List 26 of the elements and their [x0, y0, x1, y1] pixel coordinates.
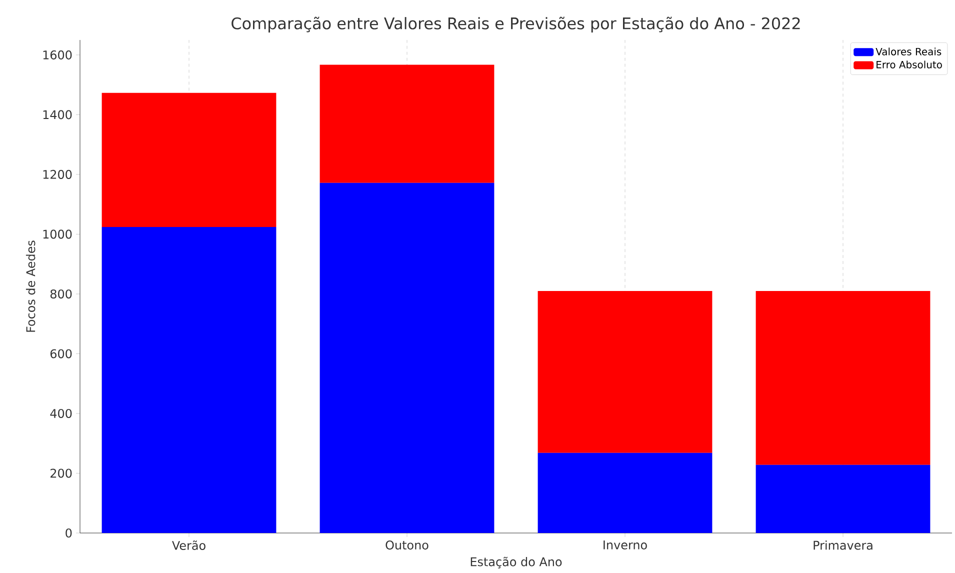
- bar: [756, 290, 930, 465]
- y-tick-label: 200: [50, 468, 72, 478]
- y-tick-label: 0: [66, 528, 72, 538]
- legend-label: Valores Reais: [876, 48, 942, 56]
- x-tick-label: Verão: [172, 540, 206, 550]
- bar: [538, 452, 712, 533]
- legend-label: Erro Absoluto: [876, 60, 942, 68]
- y-tick-label: 400: [50, 408, 72, 418]
- y-tick-label: 800: [50, 289, 72, 298]
- bar: [102, 227, 276, 533]
- bar: [538, 290, 712, 453]
- bar: [102, 92, 276, 228]
- x-tick-label: Primavera: [814, 540, 872, 550]
- y-tick-label: 600: [50, 349, 72, 358]
- bar: [320, 182, 494, 533]
- x-tick-label: Inverno: [604, 540, 647, 550]
- y-tick-label: 1400: [43, 110, 72, 120]
- chart-title: Comparação entre Valores Reais e Previsões por Estação do Ano - 2022: [232, 16, 800, 32]
- y-tick-label: 1600: [43, 50, 72, 60]
- x-tick-label: Outono: [386, 540, 428, 550]
- bar: [756, 464, 930, 533]
- y-tick-label: 1000: [43, 230, 72, 239]
- y-tick-label: 1200: [43, 170, 72, 179]
- x-axis-title: Estação do Ano: [470, 556, 562, 568]
- bar: [320, 64, 494, 183]
- y-axis-title: Focos de Aedes: [26, 240, 36, 332]
